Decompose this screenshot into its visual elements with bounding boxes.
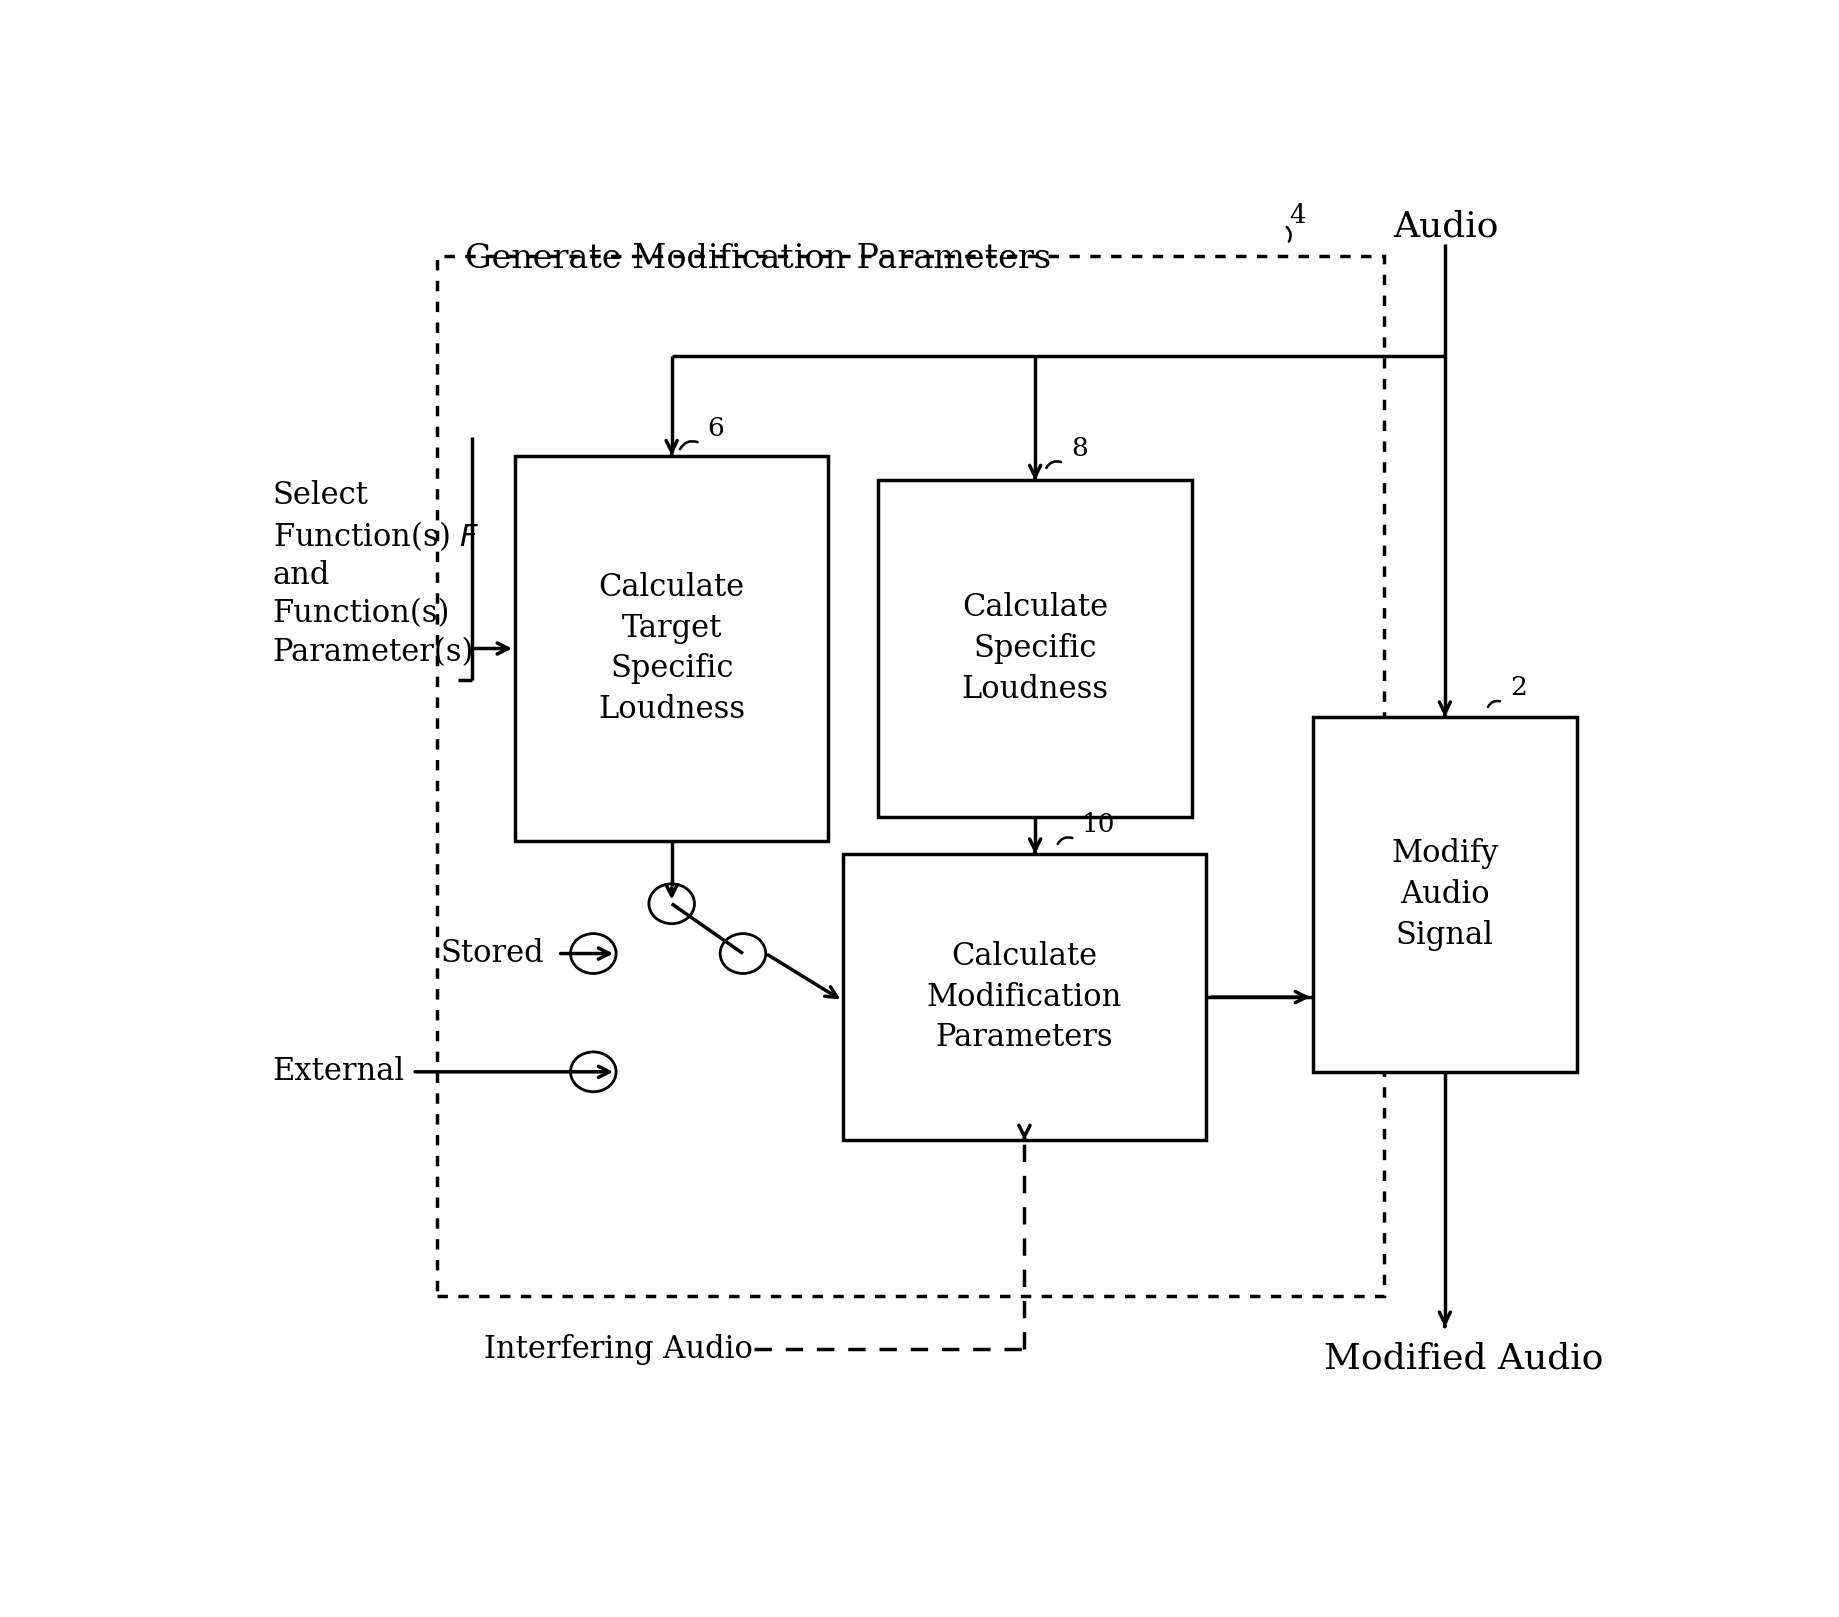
Bar bbox=[842, 854, 1206, 1140]
Text: Interfering Audio: Interfering Audio bbox=[484, 1334, 752, 1365]
Text: 10: 10 bbox=[1081, 812, 1116, 836]
Text: 4: 4 bbox=[1289, 202, 1306, 228]
Bar bbox=[436, 255, 1385, 1295]
Text: 2: 2 bbox=[1510, 674, 1526, 700]
Bar bbox=[879, 480, 1192, 817]
Text: Generate Modification Parameters: Generate Modification Parameters bbox=[465, 243, 1052, 275]
Text: Modified Audio: Modified Audio bbox=[1324, 1340, 1604, 1374]
Text: Select
Function(s) $\it{F}$
and
Function(s)
Parameter(s): Select Function(s) $\it{F}$ and Function… bbox=[272, 480, 480, 668]
Bar bbox=[515, 456, 829, 841]
Text: External: External bbox=[272, 1056, 405, 1087]
Text: Calculate
Specific
Loudness: Calculate Specific Loudness bbox=[962, 592, 1109, 705]
Text: Stored: Stored bbox=[441, 938, 544, 969]
Text: Calculate
Modification
Parameters: Calculate Modification Parameters bbox=[927, 941, 1122, 1053]
Text: Calculate
Target
Specific
Loudness: Calculate Target Specific Loudness bbox=[598, 572, 745, 724]
Bar bbox=[1313, 716, 1576, 1072]
Text: 6: 6 bbox=[708, 416, 725, 440]
Text: 8: 8 bbox=[1070, 435, 1087, 461]
Text: Audio: Audio bbox=[1392, 210, 1499, 244]
Text: Modify
Audio
Signal: Modify Audio Signal bbox=[1390, 838, 1499, 951]
